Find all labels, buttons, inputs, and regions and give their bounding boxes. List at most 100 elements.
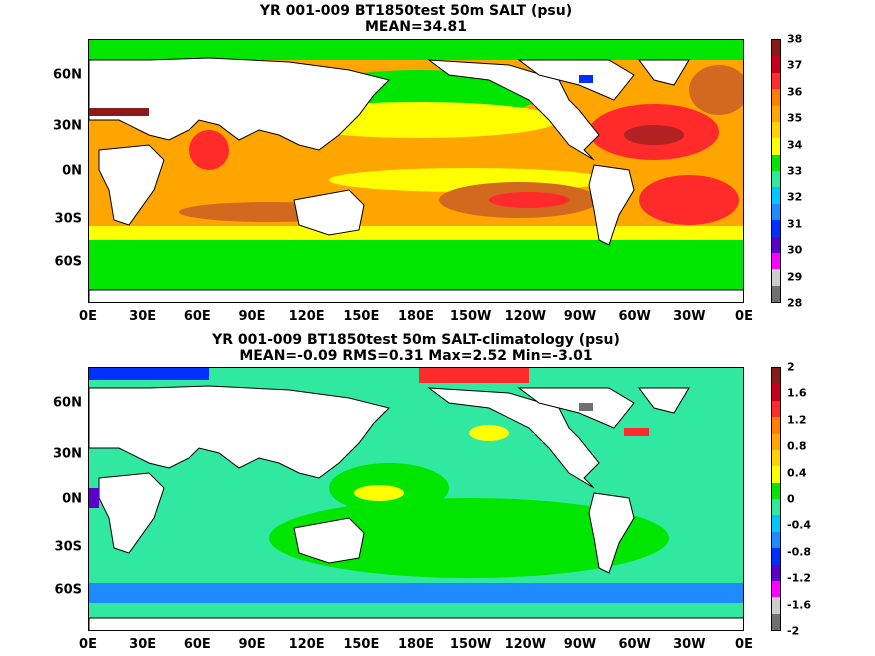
x-tick-label: 90E [238,309,266,324]
colorbar-label: 1.6 [787,386,807,400]
antarctica [89,289,743,302]
y-tick-label: 30S [54,211,82,227]
colorbar-swatch [772,220,780,237]
x-tick-label: 90W [563,637,597,652]
colorbar-swatch [772,252,780,270]
colorbar-label: 0.8 [787,439,807,453]
x-tick-label: 90E [238,637,266,652]
greenland [638,59,690,86]
west-pacific-yellow [354,485,404,501]
arctic-islands [517,59,635,101]
colorbar-label: 33 [787,164,803,178]
eurasia [89,57,390,151]
west-africa-negative [89,488,99,508]
bottom-colorbar [771,367,781,631]
colorbar-swatch [772,72,780,90]
x-tick-label: 60W [618,309,651,324]
colorbar-swatch [772,89,780,106]
x-tick-label: 120W [504,309,547,324]
x-tick-label: 0E [735,637,753,652]
south-pacific-green [269,498,669,578]
colorbar-label: 36 [787,85,803,99]
x-tick-label: 0E [79,309,97,324]
colorbar-swatch [772,515,780,532]
colorbar-swatch [772,56,780,73]
north-america [427,59,600,161]
colorbar-label: 37 [787,58,803,72]
colorbar-swatch [772,187,780,204]
eurasia [89,385,390,479]
colorbar-swatch [772,499,780,516]
top-colorbar [771,39,781,303]
x-tick-label: 150E [343,637,380,652]
colorbar-swatch [772,531,780,549]
colorbar-swatch [772,564,780,581]
x-tick-label: 120E [288,309,325,324]
bottom-title-line1: YR 001-009 BT1850test 50m SALT-climatolo… [212,332,620,348]
colorbar-label: 35 [787,111,803,125]
y-tick-label: 0N [62,163,82,179]
x-tick-label: 150E [343,309,380,324]
colorbar-label: 0.4 [787,466,807,480]
continents [89,385,743,630]
colorbar-label: 34 [787,138,803,152]
x-tick-label: 180E [397,637,435,652]
colorbar-swatch [772,580,780,598]
y-tick-label: 60N [53,67,82,83]
bottom-map-svg [89,368,743,630]
x-tick-label: 30W [673,637,706,652]
south-atlantic-salty [639,175,739,225]
australia [293,517,365,564]
greenland [638,387,690,414]
x-tick-label: 150W [449,637,492,652]
x-tick-label: 30E [129,637,157,652]
colorbar-label: -1.6 [787,598,812,612]
arctic-negative [89,368,209,380]
colorbar-swatch [772,400,780,418]
colorbar-swatch [772,105,780,122]
x-tick-label: 90W [563,309,597,324]
arctic-positive [419,368,529,383]
arctic-band [89,40,743,60]
x-tick-label: 120W [504,637,547,652]
colorbar-swatch [772,138,780,155]
southern-negative-band [89,583,743,603]
colorbar-label: -1.2 [787,571,812,585]
nordic-seas [689,65,743,115]
top-map-svg [89,40,743,302]
colorbar-swatch [772,121,780,139]
y-tick-label: 60S [54,582,82,598]
colorbar-label: 2 [787,360,795,374]
colorbar-swatch [772,466,780,483]
colorbar-label: 30 [787,243,803,257]
x-tick-label: 0E [79,637,97,652]
arctic-islands [517,387,635,429]
x-tick-label: 150W [449,309,492,324]
south-america [588,492,635,574]
x-tick-label: 180E [397,309,435,324]
colorbar-swatch [772,433,780,450]
colorbar-label: -0.4 [787,518,812,532]
hudson-bay [579,75,593,83]
antarctica [89,617,743,630]
colorbar-swatch [772,171,780,188]
australia [293,189,365,236]
x-tick-label: 30W [673,309,706,324]
x-tick-label: 120E [288,637,325,652]
colorbar-swatch [772,368,780,385]
gulf-stream-positive [624,428,649,436]
south-america [588,164,635,246]
y-tick-label: 30S [54,539,82,555]
y-tick-label: 60N [53,395,82,411]
north-pacific-yellow [469,425,509,441]
bottom-map-title: YR 001-009 BT1850test 50m SALT-climatolo… [88,332,744,364]
south-pacific-max [489,192,569,208]
y-tick-label: 30N [53,118,82,134]
bottom-salinity-diff-map [88,367,744,631]
colorbar-label: 31 [787,217,803,231]
north-atlantic-max [624,125,684,145]
x-tick-label: 60E [183,637,211,652]
colorbar-swatch [772,449,780,467]
colorbar-swatch [772,236,780,253]
africa [98,144,165,226]
